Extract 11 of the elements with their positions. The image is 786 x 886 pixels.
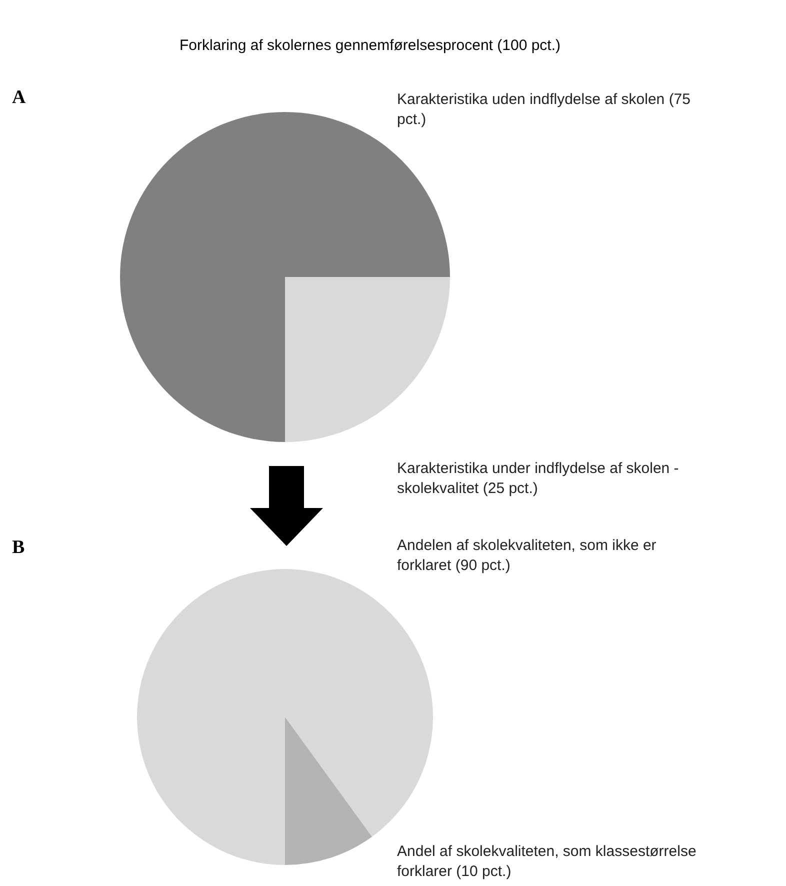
slice-label: Andel af skolekvaliteten, som klassestørrelse forklarer (10 pct.) — [397, 843, 696, 880]
pie-slice — [285, 717, 372, 865]
slice-label: Andelen af skolekvaliteten, som ikke er forklaret (90 pct.) — [397, 537, 656, 574]
slice-label: Karakteristika uden indflydelse af skolen (75 pct.) — [397, 91, 690, 128]
pie-slice — [137, 569, 433, 865]
pie-slice — [120, 112, 450, 442]
chart-title: Forklaring af skolernes gennemførelsesprocent (100 pct.) — [179, 37, 561, 54]
pie-slice — [285, 277, 450, 442]
slice-label: Karakteristika under indflydelse af skolen - skolekvalitet (25 pct.) — [397, 460, 679, 497]
text: A — [12, 87, 26, 108]
text: B — [12, 537, 25, 558]
